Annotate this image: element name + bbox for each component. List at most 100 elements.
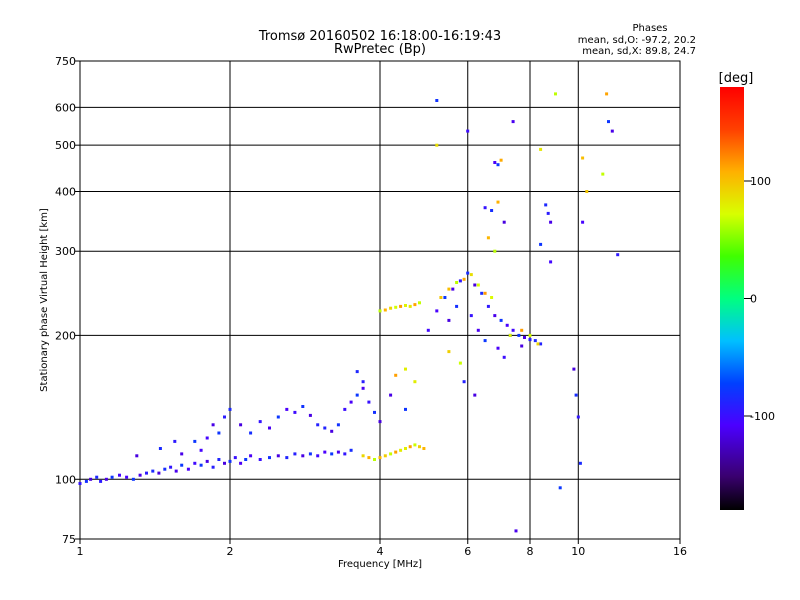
data-point-o-mode (158, 447, 162, 450)
data-point-x-mode (486, 236, 490, 240)
data-point-o-mode (308, 452, 312, 456)
data-point-o-mode (517, 333, 521, 337)
data-point-o-mode (505, 323, 509, 327)
data-point-x-mode (439, 296, 443, 299)
data-point-o-mode (228, 459, 232, 463)
data-point-x-mode (520, 328, 524, 332)
y-tick-label: 75 (62, 533, 76, 546)
y-axis-label: Stationary phase Virtual Height [km] (39, 208, 50, 392)
data-point-o-mode (355, 393, 359, 397)
y-tick-label: 200 (55, 329, 76, 342)
data-point-x-mode (496, 200, 500, 204)
data-point-o-mode (336, 423, 340, 427)
data-point-o-mode (110, 475, 114, 479)
data-point-o-mode (466, 271, 470, 275)
data-point-o-mode (125, 475, 129, 479)
y-tick-label: 750 (55, 55, 76, 68)
data-point-x-mode (469, 273, 473, 277)
data-point-x-mode (585, 190, 589, 193)
data-point-o-mode (520, 344, 524, 348)
data-point-o-mode (169, 465, 173, 469)
data-point-o-mode (211, 465, 215, 469)
x-axis-label: Frequency [MHz] (338, 559, 422, 570)
data-point-o-mode (367, 400, 371, 404)
data-point-x-mode (389, 306, 393, 310)
data-point-o-mode (486, 304, 490, 308)
x-tick-label: 16 (673, 545, 687, 558)
data-point-o-mode (549, 220, 553, 224)
data-point-o-mode (223, 415, 226, 419)
data-point-o-mode (343, 452, 347, 456)
data-point-o-mode (426, 328, 430, 332)
data-point-x-mode (605, 92, 609, 96)
data-point-x-mode (389, 452, 393, 456)
data-point-x-mode (408, 304, 412, 308)
data-point-o-mode (404, 407, 407, 411)
data-point-o-mode (301, 405, 305, 408)
data-point-x-mode (422, 447, 426, 450)
data-point-x-mode (539, 147, 543, 151)
data-point-x-mode (383, 308, 387, 312)
data-point-x-mode (528, 333, 532, 337)
data-point-x-mode (447, 287, 451, 291)
y-tick-label: 600 (55, 101, 76, 114)
data-point-o-mode (389, 393, 393, 397)
data-point-x-mode (361, 454, 365, 458)
data-point-x-mode (404, 367, 407, 371)
data-point-o-mode (502, 220, 506, 224)
data-point-o-mode (576, 415, 580, 419)
data-point-o-mode (239, 461, 243, 465)
data-point-x-mode (581, 156, 585, 160)
data-point-o-mode (174, 469, 178, 473)
data-point-x-mode (367, 456, 371, 460)
data-point-o-mode (285, 407, 289, 411)
data-point-o-mode (308, 413, 312, 417)
data-point-o-mode (462, 380, 466, 384)
data-point-o-mode (199, 448, 203, 452)
colorbar-tick-label: 0 (750, 293, 757, 306)
data-point-x-mode (508, 333, 512, 337)
data-point-o-mode (186, 467, 190, 471)
data-point-o-mode (511, 120, 515, 124)
data-point-o-mode (138, 473, 142, 477)
x-tick-label: 8 (527, 545, 534, 558)
data-point-x-mode (476, 283, 480, 287)
data-point-o-mode (523, 336, 526, 339)
data-point-o-mode (558, 486, 562, 490)
data-point-o-mode (473, 393, 477, 397)
colorbar-tick-label: 100 (750, 175, 771, 188)
data-point-o-mode (549, 260, 553, 264)
data-point-o-mode (228, 407, 232, 411)
data-point-o-mode (316, 423, 320, 427)
data-point-o-mode (502, 355, 506, 359)
data-point-o-mode (499, 318, 503, 322)
data-point-x-mode (404, 304, 407, 307)
data-point-o-mode (473, 283, 477, 287)
x-axis-ticks: 1 2 4 6 8 10 16 (77, 539, 687, 558)
data-point-o-mode (233, 456, 237, 460)
data-point-o-mode (546, 211, 550, 215)
data-point-x-mode (394, 305, 398, 309)
data-point-o-mode (118, 473, 121, 477)
data-point-o-mode (533, 339, 537, 343)
data-point-o-mode (480, 291, 484, 295)
data-point-o-mode (217, 458, 221, 461)
data-point-x-mode (601, 172, 605, 176)
data-point-o-mode (205, 459, 209, 463)
data-point-o-mode (211, 423, 215, 427)
data-point-x-mode (490, 296, 494, 299)
chart-subtitle: RwPretec (Bp) (334, 42, 426, 57)
data-point-o-mode (574, 393, 578, 397)
data-point-x-mode (418, 301, 421, 305)
data-point-o-mode (151, 469, 155, 473)
data-point-o-mode (145, 471, 148, 475)
data-point-o-mode (476, 328, 480, 332)
data-point-o-mode (355, 370, 359, 374)
data-point-o-mode (451, 287, 455, 291)
x-tick-label: 10 (571, 545, 585, 558)
stats-o-mode: mean, sd,O: -97.2, 20.2 (578, 35, 696, 46)
data-point-o-mode (323, 450, 327, 454)
data-point-x-mode (462, 277, 466, 281)
data-point-o-mode (447, 318, 451, 322)
